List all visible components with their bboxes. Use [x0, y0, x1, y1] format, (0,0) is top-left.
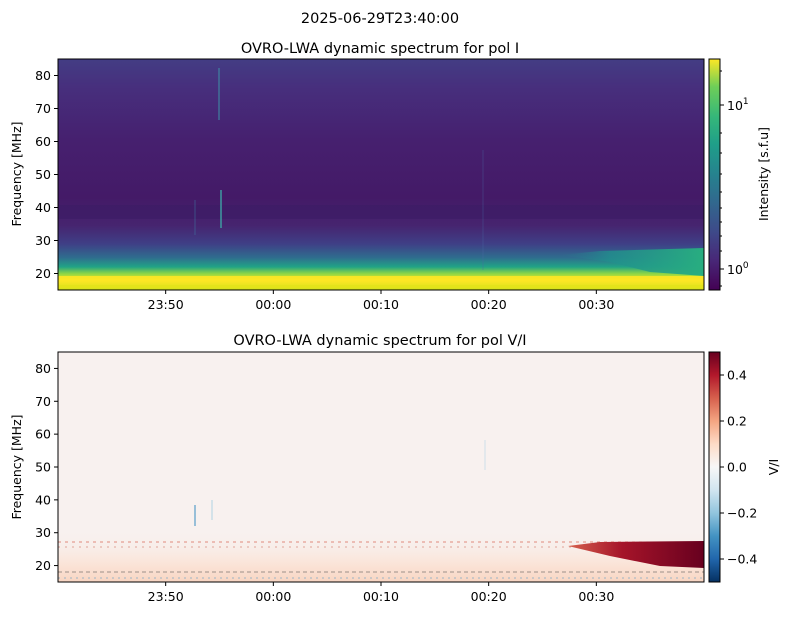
panel2-y-axis: 20 30 40 50 60 70 80 [35, 361, 58, 573]
panel1-heatmap [57, 58, 705, 291]
panel2-heatmap [57, 351, 705, 583]
panel2-y-tick-label: 60 [35, 427, 51, 442]
panel1-y-tick-label: 50 [35, 167, 51, 182]
colorbar-tick-label: −0.2 [727, 506, 757, 521]
colorbar-tick-label: 0.2 [727, 414, 747, 429]
panel2-polarized-feature [568, 541, 704, 568]
panel2-x-tick-label: 00:00 [255, 589, 291, 604]
panel1-x-tick-label: 00:00 [255, 297, 291, 312]
panel2-y-tick-label: 80 [35, 361, 51, 376]
colorbar-tick-label: 100 [727, 261, 749, 277]
panel1-title: OVRO-LWA dynamic spectrum for pol I [241, 41, 519, 57]
panel1-y-tick-label: 20 [35, 266, 51, 281]
panel1-y-axis: 20 30 40 50 60 70 80 [35, 68, 58, 281]
panel1-bright-band2 [58, 285, 704, 288]
panel2-colorbar-label: V/I [766, 459, 781, 475]
panel2-x-tick-label: 00:30 [578, 589, 614, 604]
panel2-y-tick-label: 70 [35, 394, 51, 409]
panel1-x-tick-label: 00:30 [578, 297, 614, 312]
colorbar-tick-label: 0.0 [727, 460, 747, 475]
panel2-x-tick-label: 00:20 [471, 589, 507, 604]
colorbar-tick-label: −0.4 [727, 552, 757, 567]
panel2-colorbar: 0.4 0.2 0.0 −0.2 −0.4 V/I [708, 351, 781, 583]
panel1-x-tick-label: 00:20 [471, 297, 507, 312]
panel2-y-tick-label: 20 [35, 558, 51, 573]
panel1-x-tick-label: 23:50 [148, 297, 184, 312]
panel1-y-tick-label: 30 [35, 233, 51, 248]
panel1-colorbar-label: Intensity [s.f.u] [756, 127, 771, 221]
panel2-title: OVRO-LWA dynamic spectrum for pol V/I [233, 333, 526, 349]
panel2-y-tick-label: 30 [35, 525, 51, 540]
panel2-y-label: Frequency [MHz] [9, 414, 24, 519]
panel1-bright-band [58, 276, 704, 281]
panel1-y-tick-label: 40 [35, 200, 51, 215]
panel1-y-tick-label: 60 [35, 134, 51, 149]
panel1-colorbar: 101 100 Intensity [s.f.u] [708, 58, 771, 291]
panel1-y-tick-label: 70 [35, 101, 51, 116]
panel2-low-band [58, 530, 704, 582]
panel1-x-tick-label: 00:10 [363, 297, 399, 312]
figure-suptitle: 2025-06-29T23:40:00 [301, 11, 459, 27]
panel2-x-axis: 23:50 00:00 00:10 00:20 00:30 [148, 582, 614, 604]
panel1-y-label: Frequency [MHz] [9, 121, 24, 226]
panel1-stripe [58, 205, 704, 219]
panel2-y-tick-label: 50 [35, 460, 51, 475]
panel2-colorbar-gradient [708, 351, 721, 583]
panel1-colorbar-gradient [708, 58, 721, 291]
panel1-emission-tail [560, 248, 704, 276]
colorbar-tick-label: 101 [727, 97, 749, 113]
panel2-x-tick-label: 00:10 [363, 589, 399, 604]
panel1-y-tick-label: 80 [35, 68, 51, 83]
colorbar-tick-label: 0.4 [727, 368, 747, 383]
panel2-x-tick-label: 23:50 [148, 589, 184, 604]
panel2-y-tick-label: 40 [35, 492, 51, 507]
panel1-x-axis: 23:50 00:00 00:10 00:20 00:30 [148, 290, 614, 312]
